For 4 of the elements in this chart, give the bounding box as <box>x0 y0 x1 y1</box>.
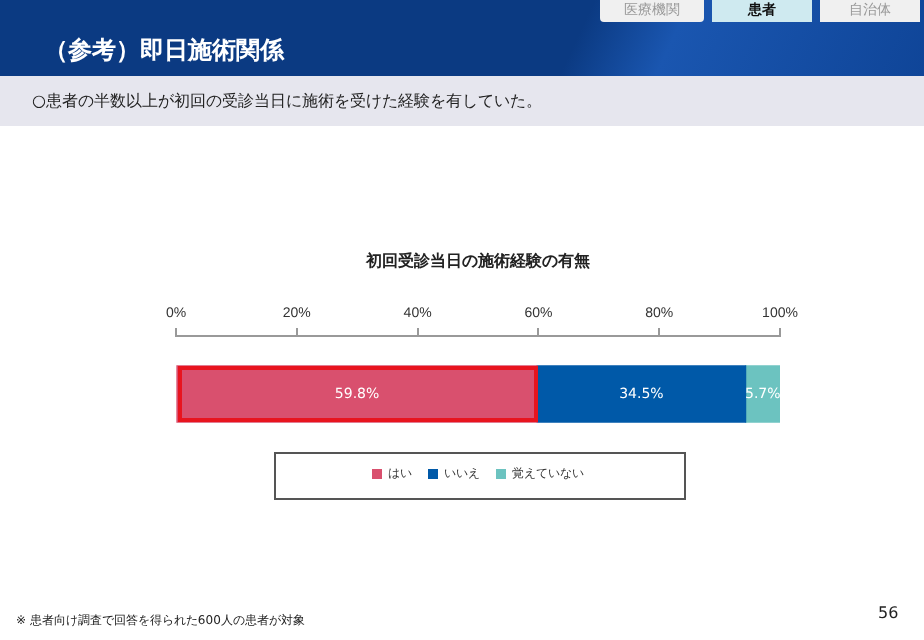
text: 56 <box>878 604 899 622</box>
text: ○患者の半数以上が初回の受診当日に施術を受けた経験を有していた。 <box>32 90 542 112</box>
text: （参考）即日施術関係 <box>44 34 284 68</box>
chart-title: 初回受診当日の施術経験の有無 <box>364 250 590 271</box>
